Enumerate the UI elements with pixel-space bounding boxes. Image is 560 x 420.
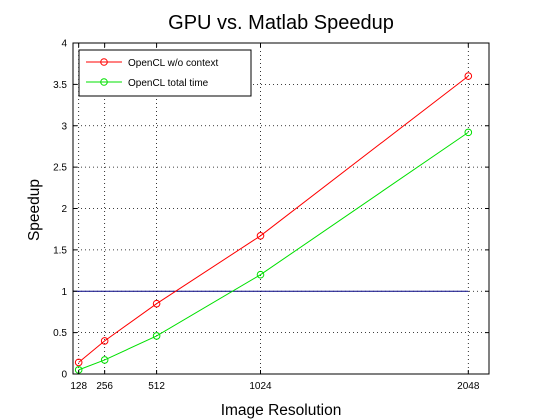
x-tick-label: 128 <box>70 381 87 392</box>
data-point-0 <box>100 337 109 345</box>
data-point-1 <box>256 270 265 279</box>
x-axis-label: Image Resolution <box>221 402 342 419</box>
x-tick-label: 2048 <box>457 381 480 392</box>
x-tick-label: 512 <box>148 381 165 392</box>
y-tick-label: 3 <box>61 121 67 132</box>
data-point-1 <box>464 128 473 137</box>
legend-marker-1 <box>100 78 108 86</box>
data-point-1 <box>100 356 109 364</box>
y-tick-label: 0 <box>61 370 67 381</box>
series-line-1 <box>78 131 469 371</box>
data-point-0 <box>74 358 83 367</box>
x-tick-labels: 128 256 512 1024 2048 <box>70 381 480 392</box>
y-tick-labels: 0 0.5 1 1.5 2 2.5 3 3.5 4 <box>53 39 67 381</box>
y-tick-label: 1.5 <box>53 245 67 256</box>
data-point-0 <box>464 72 473 80</box>
y-tick-label: 4 <box>61 39 67 50</box>
legend-label-1: OpenCL total time <box>128 78 209 89</box>
data-point-1 <box>152 332 161 340</box>
series-layer <box>74 72 473 374</box>
legend: OpenCL w/o context OpenCL total time <box>78 49 252 97</box>
data-point-0 <box>256 232 265 240</box>
legend-label-0: OpenCL w/o context <box>128 58 218 69</box>
legend-marker-0 <box>100 58 108 66</box>
y-tick-label: 2 <box>61 204 67 215</box>
x-tick-label: 1024 <box>249 381 272 392</box>
y-axis-label: Speedup <box>26 179 43 241</box>
y-tick-label: 2.5 <box>53 163 67 174</box>
axis-ticks <box>73 42 489 375</box>
x-tick-label: 256 <box>96 381 113 392</box>
data-point-0 <box>152 299 161 308</box>
y-tick-label: 1 <box>61 287 67 298</box>
y-tick-label: 0.5 <box>53 328 67 339</box>
chart-title: GPU vs. Matlab Speedup <box>168 12 394 34</box>
y-tick-label: 3.5 <box>53 80 67 91</box>
series-line-0 <box>78 75 469 363</box>
legend-box <box>78 49 252 97</box>
